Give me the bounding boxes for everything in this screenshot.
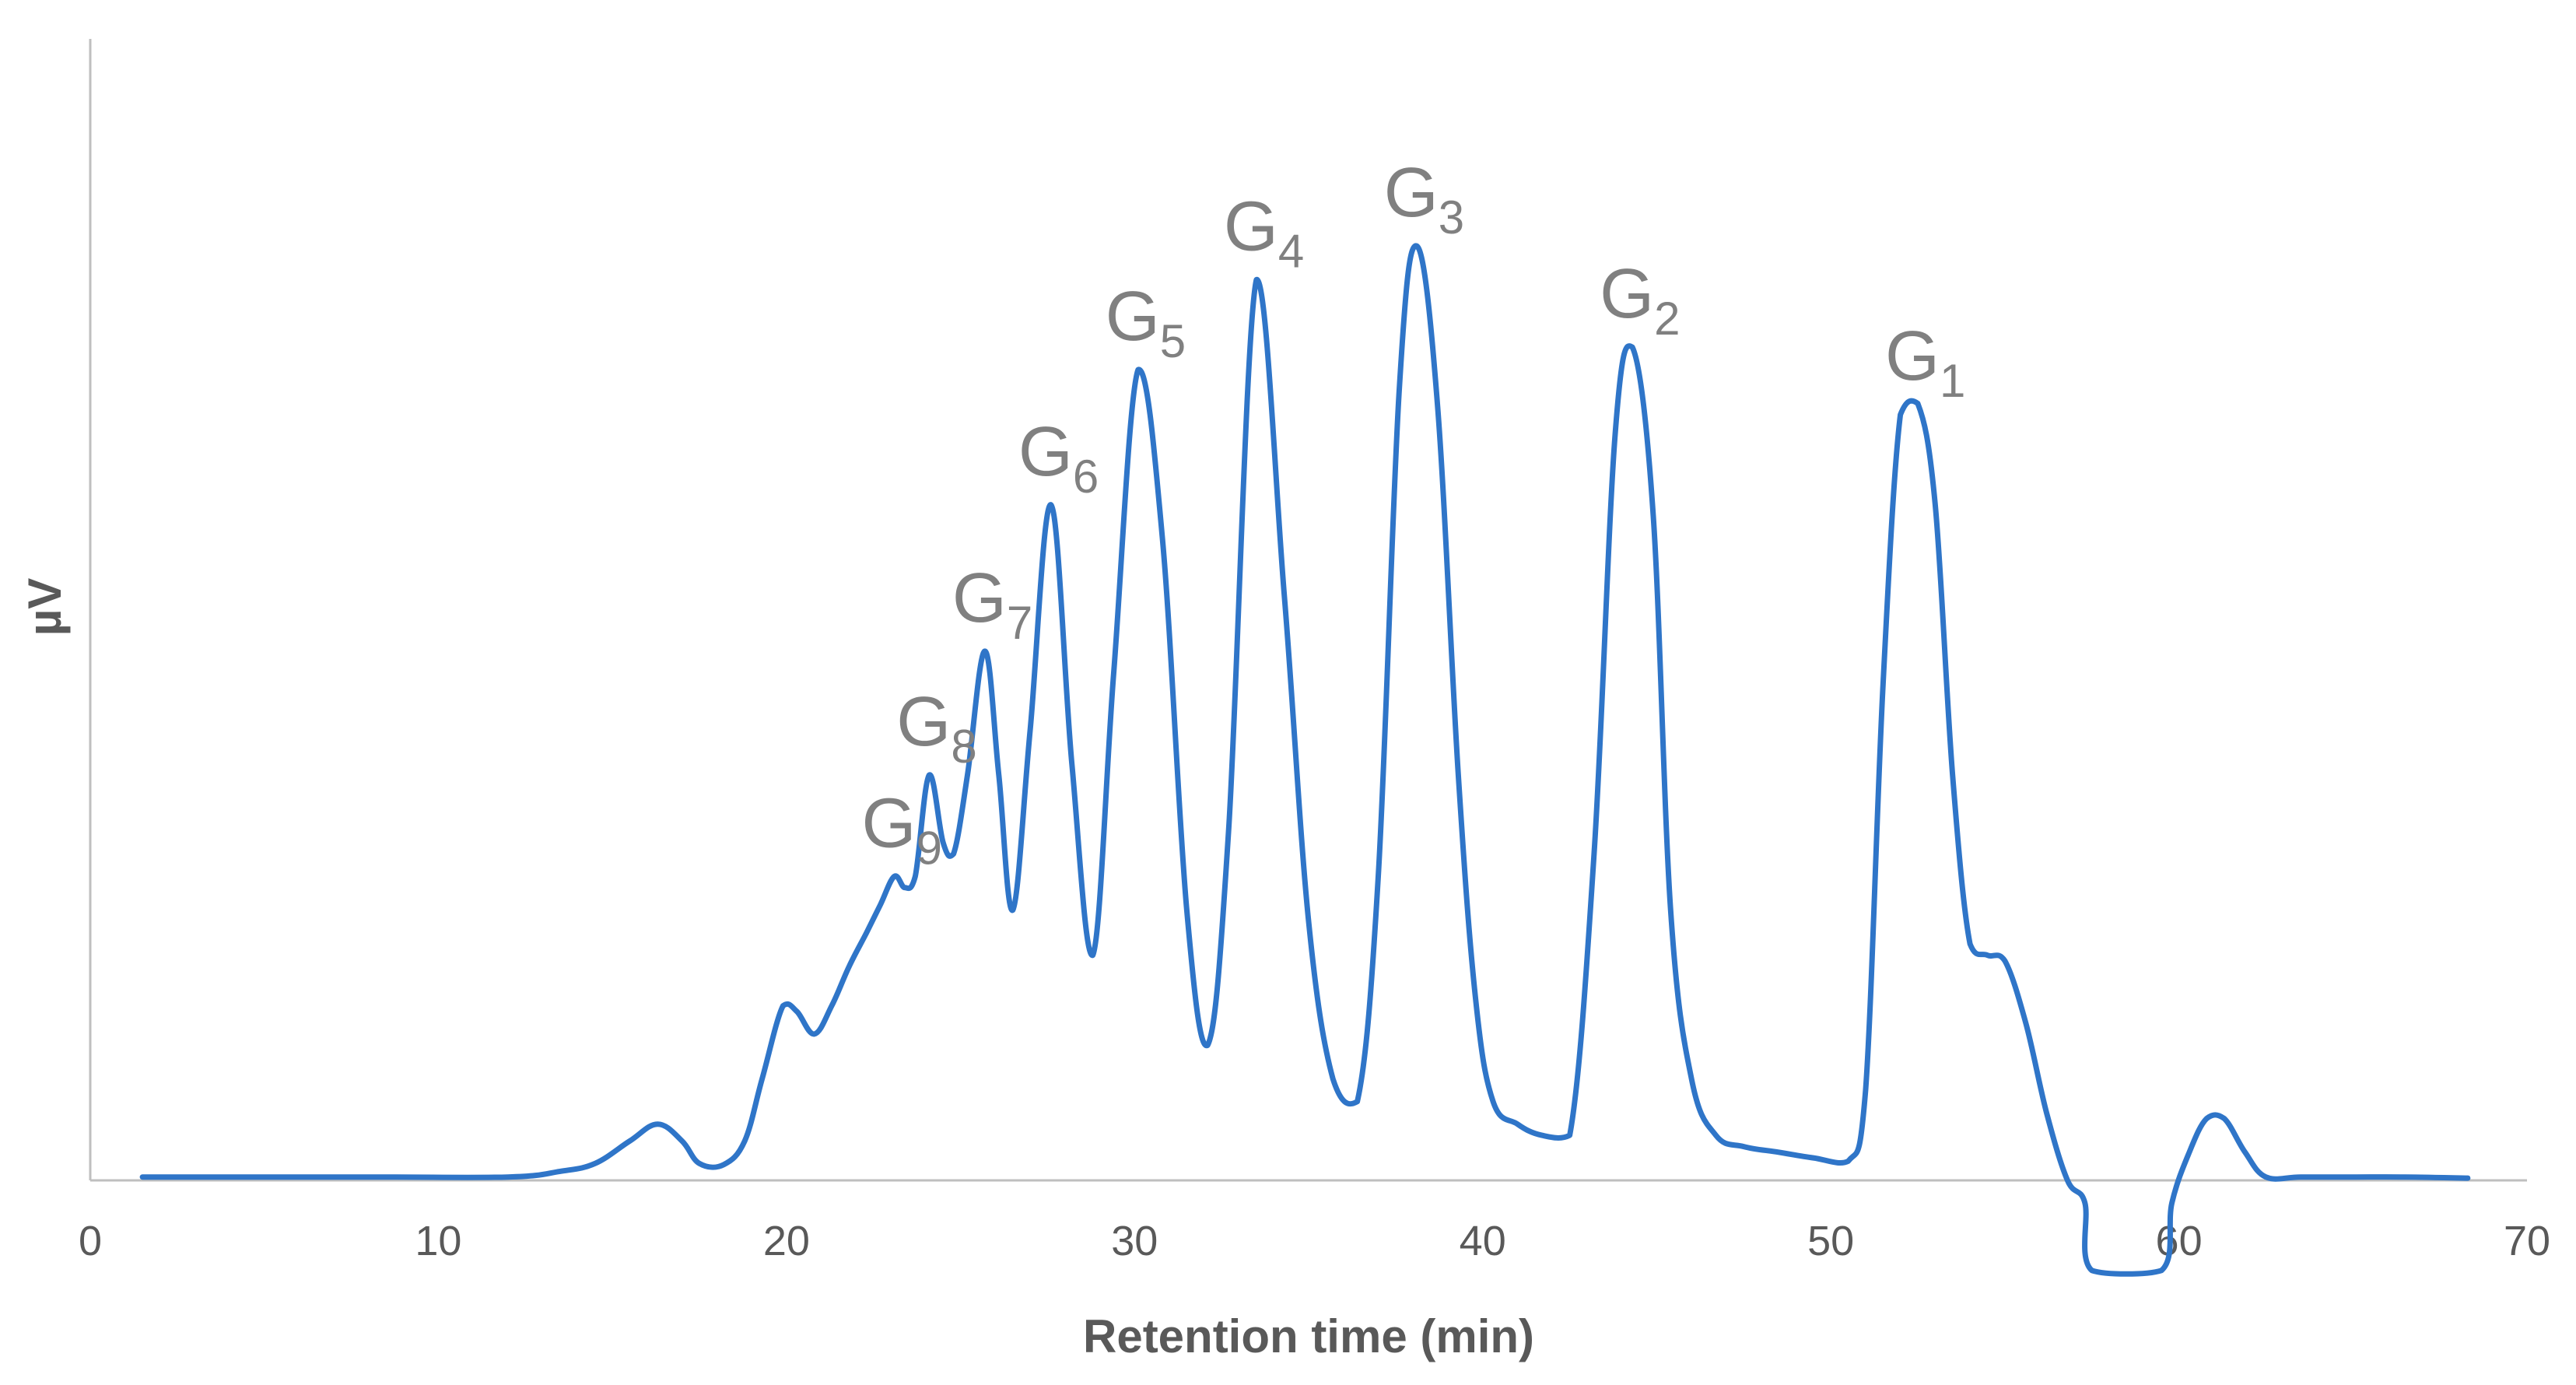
peak-label-g3: G3	[1384, 154, 1464, 244]
x-tick-label: 10	[415, 1218, 461, 1264]
x-tick-label: 50	[1807, 1218, 1854, 1264]
x-tick-label: 40	[1460, 1218, 1506, 1264]
chromatogram-trace	[139, 243, 2471, 1277]
peak-label-g7: G7	[952, 559, 1032, 649]
x-tick-label: 20	[763, 1218, 810, 1264]
peak-label-g9: G9	[862, 784, 942, 874]
x-axis-title: Retention time (min)	[1083, 1310, 1534, 1362]
peak-label-g5: G5	[1106, 278, 1186, 367]
x-tick-label: 0	[79, 1218, 102, 1264]
peak-label-g8: G8	[896, 683, 976, 773]
x-tick-label: 30	[1111, 1218, 1158, 1264]
peak-label-g6: G6	[1018, 413, 1099, 503]
peak-label-g2: G2	[1600, 255, 1680, 345]
y-axis-title: µV	[19, 578, 71, 636]
x-tick-labels: 0 10 20 30 40 50 60 70	[79, 1218, 2550, 1264]
peak-label-g4: G4	[1224, 188, 1304, 277]
peak-label-g1: G1	[1885, 317, 1965, 407]
x-tick-label: 70	[2504, 1218, 2550, 1264]
x-tick-label: 60	[2156, 1218, 2203, 1264]
